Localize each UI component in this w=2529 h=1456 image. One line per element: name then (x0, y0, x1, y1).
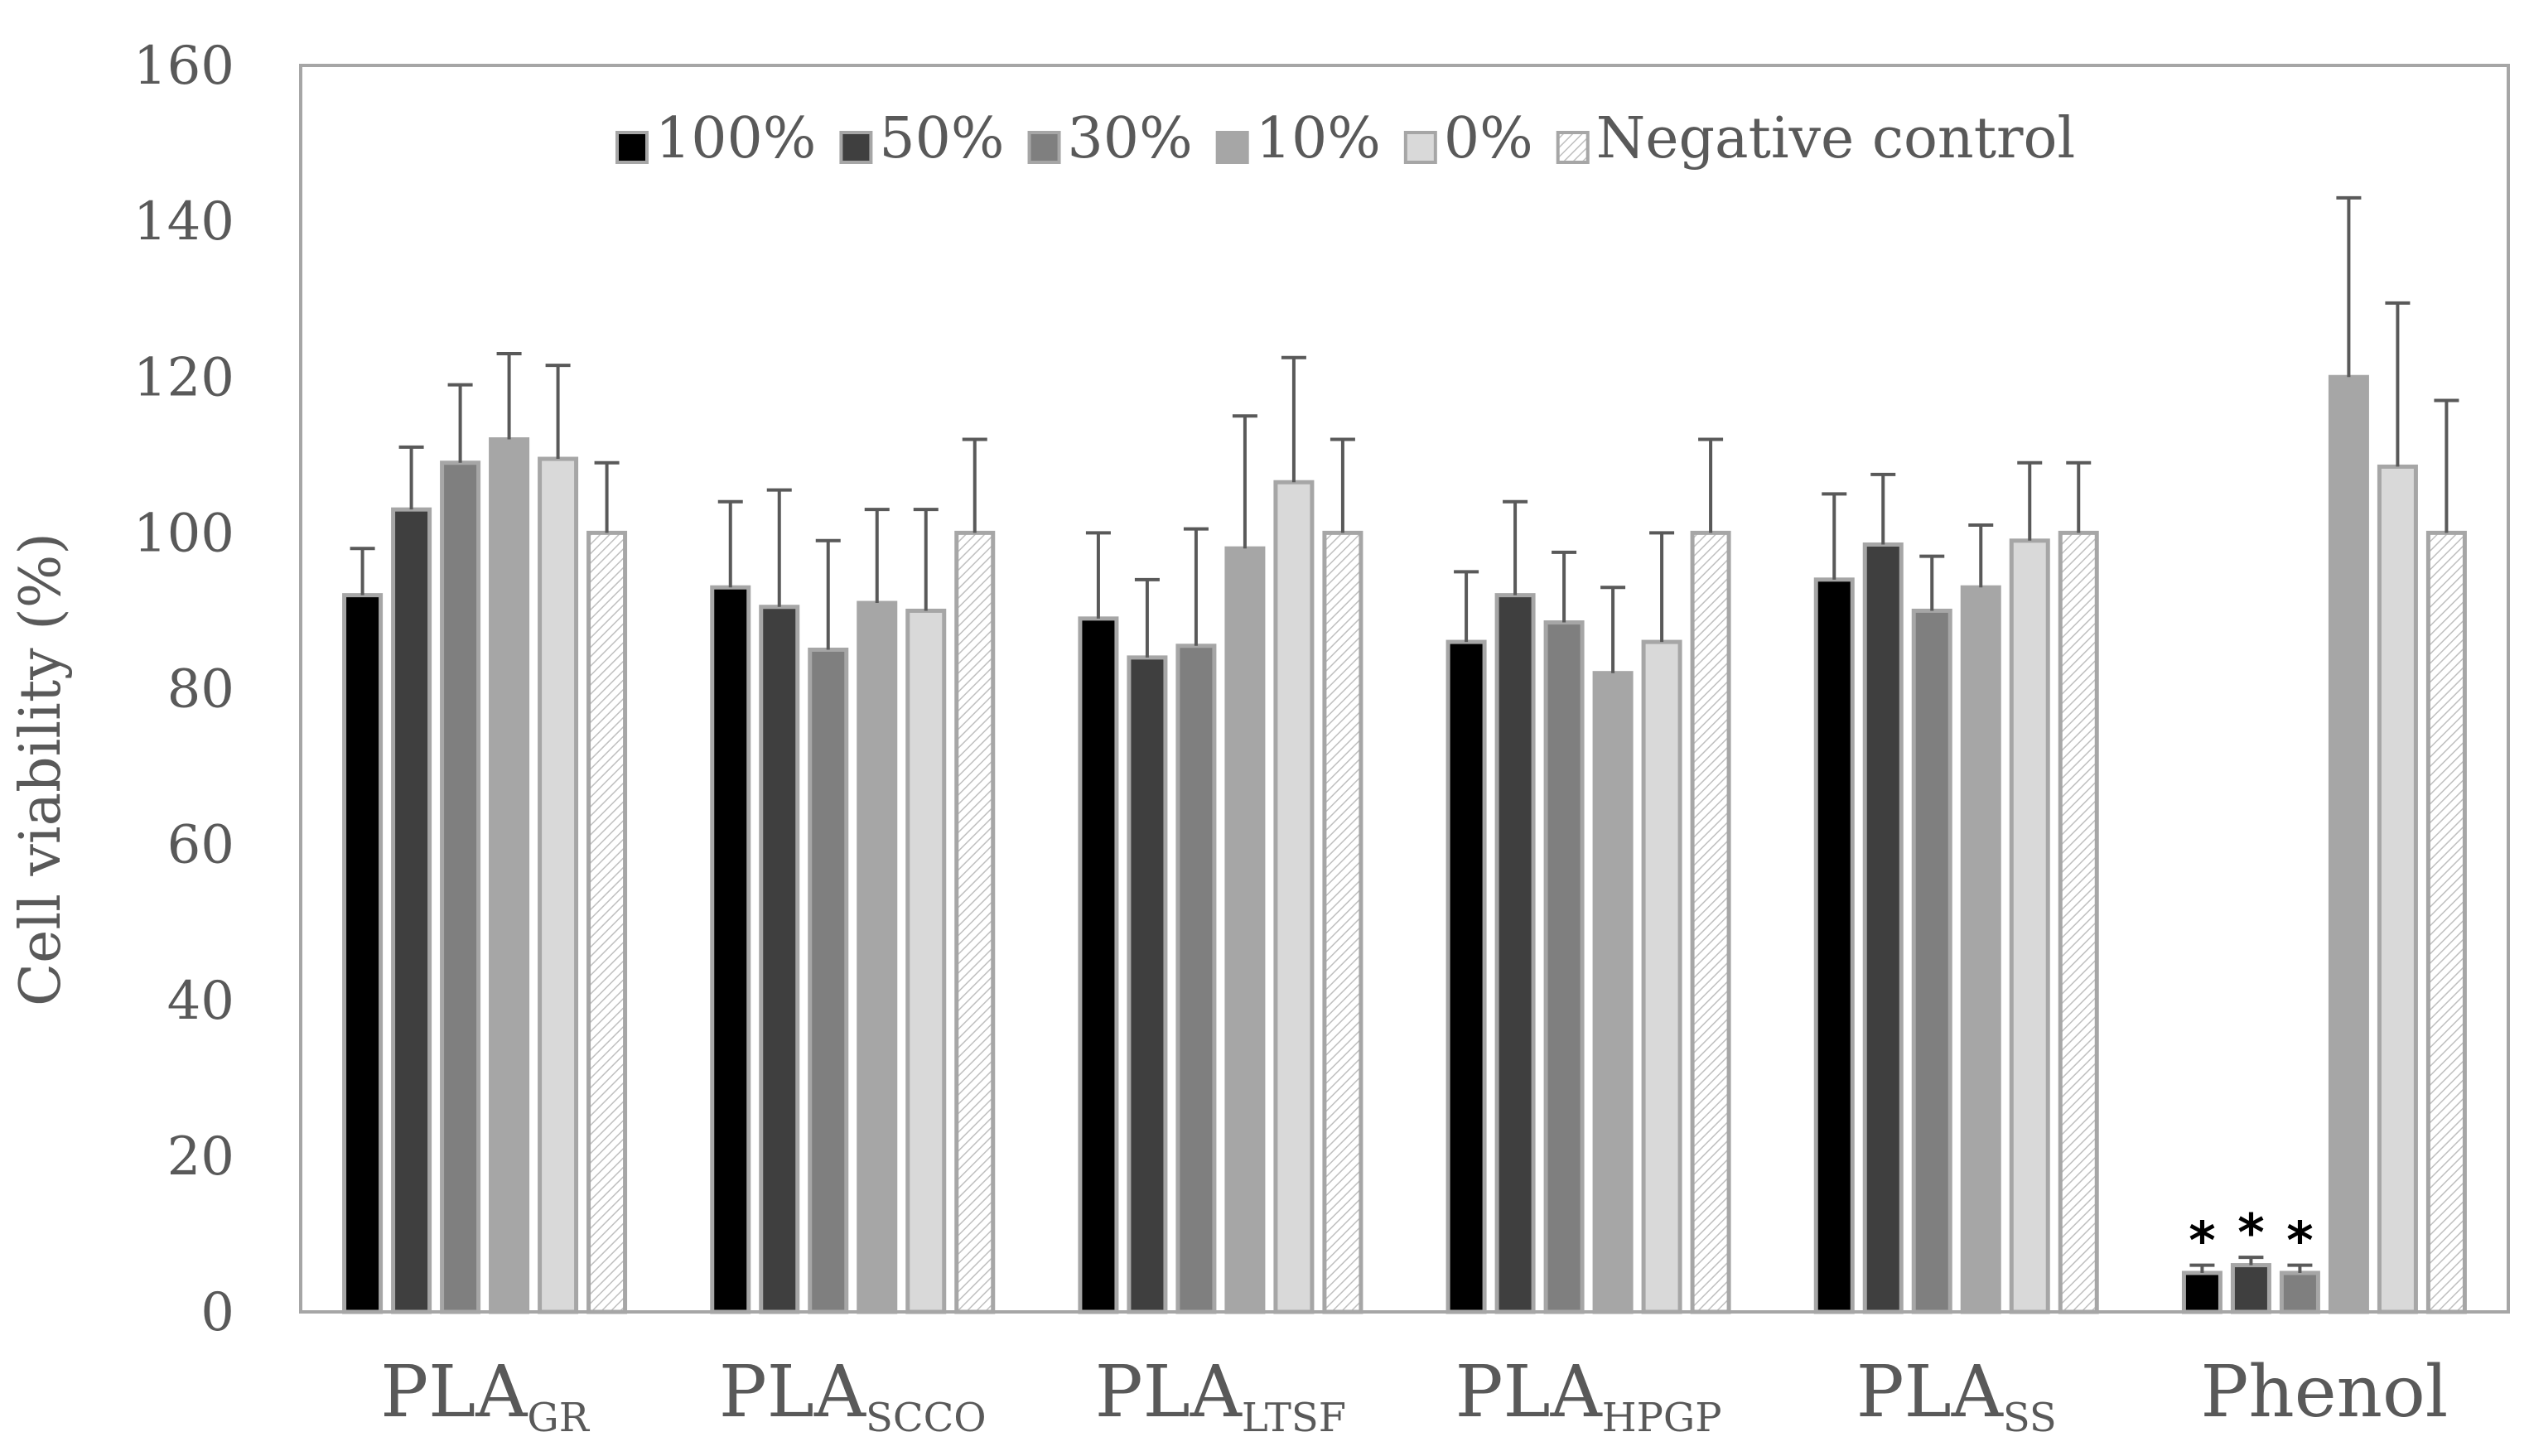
plot-area-border (299, 64, 2510, 1314)
bar-30--3 (1543, 620, 1585, 1314)
bar-negative-control-1 (954, 530, 996, 1314)
legend-label: 10% (1256, 106, 1381, 171)
bar-100--1 (710, 585, 751, 1314)
bar-30--2 (1175, 644, 1217, 1314)
legend-label: 100% (655, 106, 816, 171)
bar-100--2 (1078, 616, 1119, 1314)
y-tick-label: 40 (167, 971, 234, 1032)
bar-10--2 (1224, 546, 1266, 1314)
legend: 100% 50% 30% 10% 0% Negative control (615, 106, 2076, 171)
legend-swatch (1215, 131, 1249, 164)
x-tick-label-subscript: GR (527, 1395, 590, 1441)
x-tick-label-base: PLA (1455, 1351, 1603, 1434)
x-tick-label-base: PLA (1856, 1351, 2004, 1434)
bar-50--2 (1127, 655, 1168, 1314)
x-tick-label-base: PLA (1095, 1351, 1243, 1434)
y-tick-label: 20 (167, 1126, 234, 1188)
bar-negative-control-0 (586, 530, 628, 1314)
x-tick-label: PLAHPGP (1455, 1351, 1722, 1441)
y-tick-label: 80 (167, 659, 234, 721)
x-tick-label: PLALTSF (1095, 1351, 1346, 1441)
bar-50--1 (759, 605, 800, 1314)
x-tick-label-subscript: HPGP (1602, 1395, 1722, 1441)
bar-50--3 (1494, 593, 1536, 1314)
bar-0--1 (905, 608, 947, 1314)
x-tick-label-base: PLA (719, 1351, 866, 1434)
x-tick-label-subscript: LTSF (1242, 1395, 1346, 1441)
x-tick-label: PLASCCO (719, 1351, 987, 1441)
bar-30--1 (808, 647, 849, 1314)
legend-swatch (1403, 131, 1437, 164)
x-tick-label-base: Phenol (2201, 1351, 2449, 1434)
y-tick-label: 140 (133, 191, 234, 253)
bar-10--1 (857, 600, 898, 1314)
bar-10--0 (489, 437, 530, 1314)
bars: * * * (342, 195, 2467, 1314)
legend-label: 0% (1444, 106, 1533, 171)
bar-30--0 (440, 460, 481, 1314)
bar-0--5 (2377, 464, 2418, 1314)
y-tick-label: 120 (133, 347, 234, 408)
x-tick-label: Phenol (2201, 1351, 2449, 1434)
y-axis: 0 20 40 60 80 100 120 140 160 (133, 36, 234, 1343)
bar-negative-control-5 (2425, 530, 2467, 1314)
x-tick-label: PLAGR (380, 1351, 590, 1441)
significance-marker: * (2189, 1211, 2215, 1271)
x-tick-label-subscript: SS (2003, 1395, 2057, 1441)
bar-10--5 (2328, 374, 2369, 1314)
bar-negative-control-4 (2058, 530, 2099, 1314)
y-axis-label: Cell viability (%) (8, 533, 74, 1006)
bar-10--4 (1960, 585, 2001, 1314)
y-tick-label: 60 (167, 815, 234, 876)
x-tick-label: PLASS (1856, 1351, 2057, 1441)
bar-30--4 (1911, 608, 1952, 1314)
bar-50--4 (1862, 542, 1904, 1314)
significance-marker: * (2237, 1203, 2264, 1263)
bar-100--0 (342, 593, 384, 1314)
bar-0--2 (1273, 480, 1315, 1314)
x-tick-label-subscript: SCCO (866, 1395, 987, 1441)
bar-50--0 (391, 507, 432, 1314)
bar-100--4 (1813, 577, 1855, 1314)
x-tick-label-base: PLA (380, 1351, 528, 1434)
bar-0--4 (2009, 538, 2050, 1314)
bar-0--0 (538, 456, 579, 1314)
bar-50--5 (2230, 1263, 2271, 1314)
bar-100--5 (2181, 1270, 2223, 1314)
legend-label: 50% (879, 106, 1004, 171)
bar-30--5 (2279, 1270, 2320, 1314)
legend-label: Negative control (1596, 106, 2076, 171)
y-tick-label: 160 (133, 36, 234, 97)
x-axis: PLAGR PLASCCO PLALTSF PLAHPGP PLASS Phenol (380, 1351, 2448, 1441)
bar-0--3 (1641, 639, 1682, 1314)
bar-10--3 (1592, 671, 1634, 1314)
legend-swatch (1556, 131, 1590, 164)
legend-swatch (1027, 131, 1061, 164)
legend-swatch (839, 131, 873, 164)
y-tick-label: 100 (133, 503, 234, 564)
bar-negative-control-2 (1322, 530, 1363, 1314)
legend-label: 30% (1068, 106, 1193, 171)
bar-100--3 (1445, 639, 1487, 1314)
bar-negative-control-3 (1690, 530, 1731, 1314)
legend-swatch (615, 131, 649, 164)
y-tick-label: 0 (200, 1282, 234, 1343)
significance-marker: * (2286, 1211, 2313, 1271)
